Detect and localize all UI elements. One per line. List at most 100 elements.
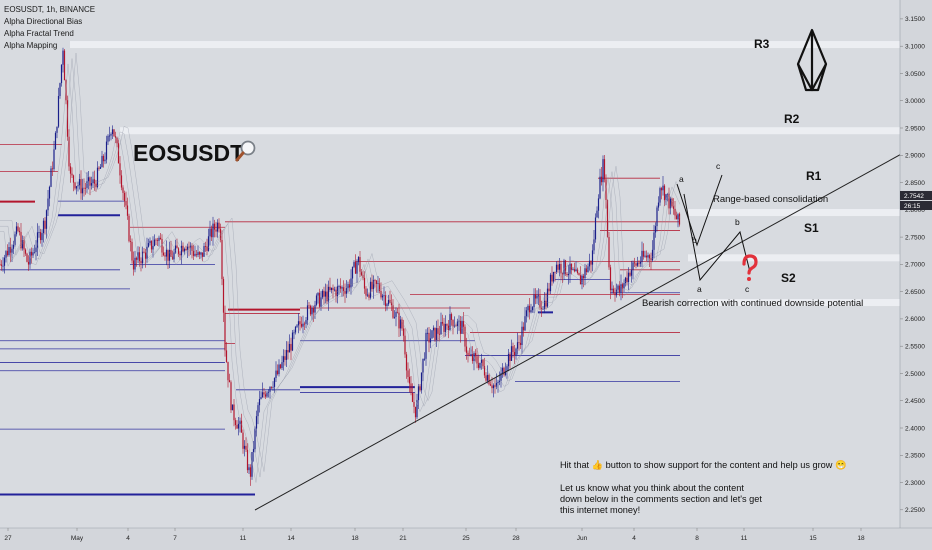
time-axis[interactable] [0, 528, 932, 550]
candle-body [243, 445, 246, 449]
candle-body [554, 271, 556, 273]
candle-body [548, 288, 550, 292]
candle-body [605, 179, 607, 200]
candle-body [638, 262, 640, 264]
x-tick-label: 8 [695, 535, 699, 542]
candle-body [228, 380, 231, 383]
x-tick-label: 28 [512, 535, 520, 542]
candle-body [506, 366, 508, 372]
candle-body [419, 386, 421, 391]
candle-body [282, 356, 285, 363]
symbol-line[interactable]: EOSUSDT, 1h, BINANCE [4, 5, 95, 14]
candle-body [528, 305, 531, 313]
candle-body [132, 260, 135, 270]
candle-body [534, 294, 537, 299]
candle-body [615, 289, 618, 296]
candle-body [509, 353, 511, 361]
projection-abc-up [676, 174, 723, 247]
candle-body [245, 445, 247, 450]
candle-body [159, 237, 162, 240]
candle-body [558, 263, 561, 270]
candle-body [2, 265, 4, 267]
candle-body [29, 251, 31, 265]
x-tick-label: Jun [577, 535, 588, 542]
candle-body [416, 400, 418, 418]
candle-body [470, 353, 472, 356]
candle-body [576, 269, 579, 273]
candle-body [611, 288, 613, 291]
candle-body [425, 332, 427, 359]
candle-body [240, 420, 243, 433]
candle-body [297, 321, 300, 326]
candle-body [386, 304, 388, 306]
candle-body [515, 348, 517, 356]
candle-body [644, 255, 646, 257]
candle-body [149, 240, 151, 244]
candle-body [135, 257, 138, 260]
candle-body [549, 274, 552, 292]
candle-body [351, 266, 354, 279]
candle-body [485, 375, 487, 381]
candle-body [173, 252, 175, 260]
level-zones [70, 41, 900, 307]
candle-body [369, 281, 372, 298]
candle-body [587, 266, 589, 273]
candle-body [96, 167, 99, 188]
candle-body [501, 367, 504, 373]
candle-body [660, 188, 663, 191]
candle-body [393, 316, 396, 318]
candle-body [464, 326, 466, 347]
candle-body [675, 215, 678, 220]
candle-body [543, 300, 546, 309]
candle-body [381, 295, 384, 298]
candle-body [641, 250, 643, 263]
indicator-mapping[interactable]: Alpha Mapping [4, 41, 57, 50]
candle-body [44, 220, 46, 229]
candle-body [143, 251, 145, 253]
candle-body [318, 292, 321, 307]
candle-body [186, 246, 189, 250]
current-price-label: 2.7542 [904, 193, 924, 200]
candle-body [458, 320, 460, 322]
candle-body [357, 257, 360, 263]
candle-body [24, 249, 27, 254]
candle-body [321, 290, 324, 298]
candle-body [429, 338, 432, 343]
candle-body [12, 244, 15, 249]
y-tick-label: 2.6000 [905, 316, 925, 323]
candle-body [174, 245, 177, 253]
candle-body [0, 264, 3, 266]
candle-body [551, 274, 553, 282]
candle-body [536, 295, 538, 299]
candle-body [249, 467, 252, 477]
candle-body [177, 248, 180, 254]
magnifier-icon [235, 140, 256, 162]
y-tick-label: 3.1500 [905, 16, 925, 23]
indicator-directional-bias[interactable]: Alpha Directional Bias [4, 17, 82, 26]
candle-body [375, 280, 378, 284]
candle-body [18, 230, 21, 233]
candle-body [108, 135, 111, 137]
candle-body [284, 356, 286, 360]
candle-body [227, 361, 229, 381]
candle-body [242, 432, 244, 449]
candle-body [494, 385, 496, 387]
candle-body [315, 295, 318, 305]
candle-body [231, 404, 234, 411]
candle-body [404, 335, 406, 355]
candle-body [384, 295, 387, 306]
candle-body [513, 351, 516, 356]
candle-body [602, 159, 604, 183]
candle-body [392, 305, 394, 318]
candle-body [113, 129, 115, 137]
candle-body [572, 269, 574, 270]
x-tick-label: 11 [741, 535, 748, 542]
indicator-fractal-trend[interactable]: Alpha Fractal Trend [4, 29, 74, 38]
price-axis[interactable] [900, 0, 932, 528]
candle-body [126, 205, 129, 216]
zone-r3-band [70, 41, 900, 49]
candle-body [378, 283, 381, 291]
candle-body [98, 167, 100, 169]
cta-note: Hit that 👍 button to show support for th… [560, 459, 846, 515]
